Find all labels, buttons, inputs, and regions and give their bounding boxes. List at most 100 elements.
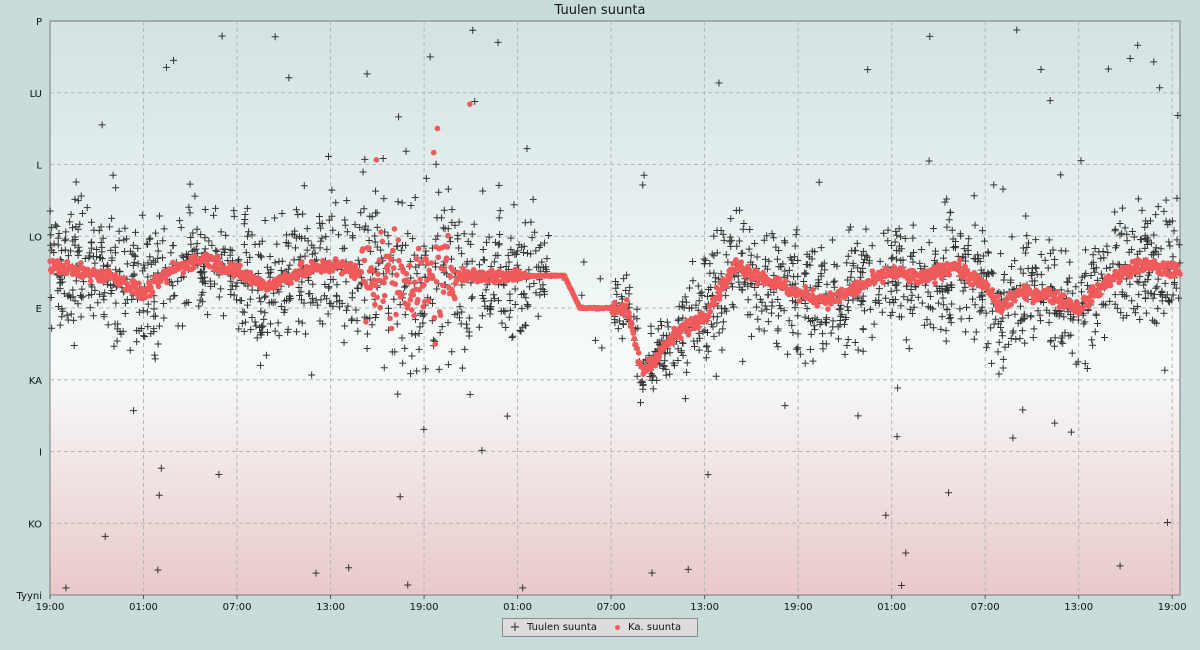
raw-point [336,303,344,311]
raw-point [806,346,814,354]
raw-point [97,223,105,231]
raw-point [506,297,514,305]
raw-point [999,364,1007,372]
raw-point [785,317,793,325]
avg-point [452,295,458,302]
raw-point [1036,311,1044,319]
raw-point [1109,260,1117,268]
raw-point [129,241,137,249]
raw-point [71,233,79,241]
raw-point [519,584,527,592]
raw-point [248,314,256,322]
avg-point [381,279,387,286]
raw-point [523,145,531,153]
raw-point [710,252,718,260]
raw-point [352,306,360,314]
raw-point [271,327,279,335]
raw-point [997,250,1005,258]
avg-point [128,288,135,295]
raw-point [893,433,901,441]
raw-point [130,407,138,415]
raw-point [479,294,487,302]
raw-point [101,532,109,540]
raw-point [257,307,265,315]
raw-point [247,326,255,334]
raw-point [978,303,986,311]
raw-point [1133,277,1141,285]
raw-point [858,251,866,259]
raw-point [93,245,101,253]
raw-point [775,312,783,320]
plus-marker-icon: + [509,620,521,635]
raw-point [123,260,131,268]
raw-point [1134,41,1142,49]
raw-point [931,247,939,255]
raw-point [843,259,851,267]
avg-point [880,279,886,286]
raw-point [612,284,620,292]
raw-point [661,357,669,365]
raw-point [937,325,945,333]
raw-point [58,247,66,255]
raw-point [90,252,98,260]
raw-point [222,231,230,239]
raw-point [1077,288,1085,296]
raw-point [516,327,524,335]
raw-point [396,301,404,309]
raw-point [1034,307,1042,315]
raw-point [324,310,332,318]
raw-point [859,269,867,277]
raw-point [79,210,87,218]
raw-point [959,287,967,295]
raw-point [55,229,63,237]
raw-point [522,294,530,302]
raw-point [1024,265,1032,273]
raw-point [791,304,799,312]
raw-point [722,292,730,300]
raw-point [895,242,903,250]
raw-point [409,235,417,243]
raw-point [154,247,162,255]
raw-point [613,290,621,298]
raw-point [987,324,995,332]
raw-point [341,322,349,330]
avg-point [403,271,410,277]
raw-point [693,337,701,345]
avg-point [836,298,843,304]
avg-point [434,125,441,132]
raw-point [407,201,415,209]
raw-point [722,307,730,315]
raw-point [1175,241,1183,249]
raw-point [933,287,941,295]
raw-point [154,566,162,574]
raw-point [1111,225,1119,233]
raw-point [314,301,322,309]
raw-point [859,259,867,267]
raw-point [917,245,925,253]
raw-point [329,302,337,310]
raw-point [273,240,281,248]
raw-point [413,367,421,375]
raw-point [261,309,269,317]
raw-point [846,223,854,231]
raw-point [415,345,423,353]
raw-point [468,294,476,302]
raw-point [448,348,456,356]
raw-point [903,282,911,290]
raw-point [197,267,205,275]
raw-point [908,309,916,317]
raw-point [1144,271,1152,279]
raw-point [912,283,920,291]
raw-point [384,232,392,240]
raw-point [139,267,147,275]
raw-point [939,294,947,302]
raw-point [354,256,362,264]
raw-point [304,237,312,245]
raw-point [747,251,755,259]
raw-point [884,279,892,287]
raw-point [524,303,532,311]
chart-title: Tuulen suunta [554,3,646,18]
raw-point [718,309,726,317]
raw-point [717,270,725,278]
raw-point [614,325,622,333]
